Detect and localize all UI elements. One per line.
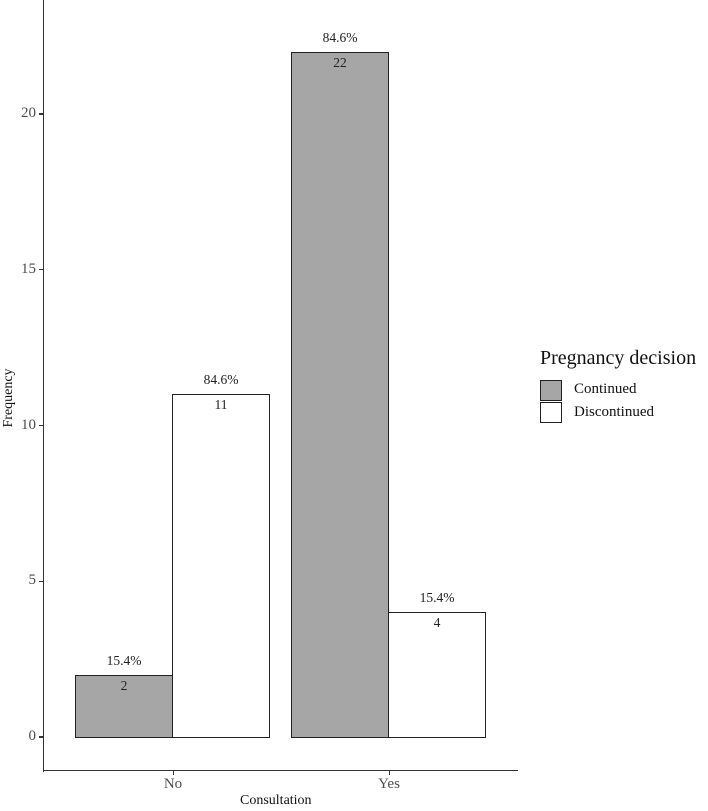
- bar-count-label: 2: [120, 677, 128, 693]
- y-tick: [39, 424, 43, 427]
- y-tick-label: 10: [21, 416, 36, 433]
- x-tick-label-yes: Yes: [378, 776, 400, 792]
- legend-label-discontinued: Discontinued: [574, 404, 654, 420]
- bar-yes-discontinued: [388, 612, 486, 738]
- y-tick: [39, 580, 43, 582]
- bar-no-discontinued: [172, 394, 270, 738]
- x-tick-yes: [388, 771, 390, 775]
- x-tick-no: [172, 771, 174, 775]
- bar-percent-label: 84.6%: [322, 29, 358, 45]
- bar-count-label: 22: [333, 54, 347, 70]
- bar-percent-label: 15.4%: [419, 590, 455, 606]
- legend-key-continued: [540, 380, 562, 401]
- y-tick-label: 15: [21, 260, 36, 277]
- y-tick-label: 20: [21, 105, 36, 121]
- bar-count-label: 4: [433, 615, 441, 631]
- bar-percent-label: 84.6%: [203, 372, 239, 388]
- y-tick: [39, 736, 43, 738]
- bar-count-label: 11: [214, 397, 228, 413]
- bar-no-continued: [75, 674, 173, 738]
- y-tick-label: 5: [28, 572, 37, 589]
- legend-title: Pregnancy decision: [540, 347, 697, 369]
- y-tick-label: 0: [28, 728, 37, 744]
- bar-percent-label: 15.4%: [106, 652, 142, 668]
- legend-label-continued: Continued: [574, 381, 637, 397]
- legend-key-discontinued: [540, 402, 562, 423]
- x-axis-title: Consultation: [240, 793, 312, 808]
- x-tick-label-no: No: [163, 776, 183, 792]
- x-axis-line: [43, 770, 518, 772]
- y-tick: [39, 269, 43, 271]
- bar-yes-continued: [291, 51, 389, 738]
- y-axis-title: Frequency: [1, 368, 16, 428]
- y-tick: [39, 113, 43, 115]
- y-axis-line: [43, 0, 45, 772]
